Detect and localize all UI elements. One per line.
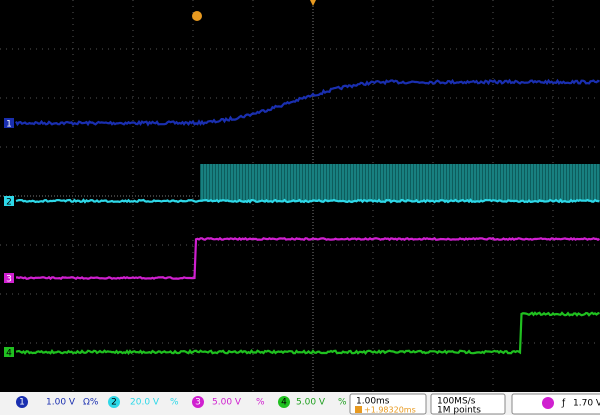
ch2-flags: % <box>170 398 179 408</box>
ch4-trace <box>15 311 600 356</box>
timebase-box[interactable]: 1.00ms +1.98320ms <box>349 393 427 415</box>
ch2-burst <box>200 164 600 201</box>
ch1-trace <box>15 78 600 127</box>
channel-settings: 1 1.00 V Ω% 2 20.0 V % 3 5.00 V % 4 5.00… <box>16 396 347 408</box>
ch1-flags: Ω% <box>83 398 99 408</box>
ch4-marker <box>4 347 14 357</box>
trigger-slope: ƒ <box>561 399 566 409</box>
ch3-scale: 5.00 V <box>212 398 242 408</box>
ch3-marker <box>4 273 14 283</box>
ch1-marker-label: 1 <box>6 120 12 130</box>
timebase: 1.00ms <box>356 397 390 407</box>
ch2-scale: 20.0 V <box>130 398 160 408</box>
ch1-scale: 1.00 V <box>46 398 76 408</box>
record-length: 1M points <box>437 406 481 415</box>
ch2-badge-label: 2 <box>111 398 117 408</box>
trigger-position-marker <box>192 11 202 21</box>
ch3-marker-label: 3 <box>6 275 12 285</box>
ch2-marker <box>4 196 14 206</box>
ch3-flags: % <box>256 398 265 408</box>
ch2-badge[interactable] <box>108 396 120 408</box>
ch-markers: 1 2 3 4 <box>4 118 14 359</box>
ch2-marker-label: 2 <box>6 198 12 208</box>
waveforms <box>15 78 600 356</box>
ch3-trace <box>15 236 600 281</box>
acquisition-frame <box>430 393 506 415</box>
ch2-trace <box>15 198 600 204</box>
ch4-marker-label: 4 <box>6 349 12 359</box>
ch3-badge[interactable] <box>192 396 204 408</box>
ch1-badge-label: 1 <box>19 398 25 408</box>
timebase-frame <box>349 393 427 415</box>
ch1-badge[interactable] <box>16 396 28 408</box>
trigger-box[interactable]: ƒ 1.70 V <box>511 393 600 415</box>
trigger-level: 1.70 V <box>573 399 600 409</box>
center-marker <box>310 0 316 6</box>
ch1-marker <box>4 118 14 128</box>
ch4-badge[interactable] <box>278 396 290 408</box>
ch4-flags: % <box>338 398 347 408</box>
trigger-frame <box>511 393 600 415</box>
ch4-scale: 5.00 V <box>296 398 326 408</box>
ch3-badge-label: 3 <box>195 398 201 408</box>
ch4-badge-label: 4 <box>281 398 287 408</box>
trigger-position: +1.98320ms <box>364 406 416 415</box>
trigger-source <box>542 397 554 409</box>
trigger-icon <box>355 406 362 413</box>
acquisition-box[interactable]: 100MS/s 1M points <box>430 393 506 415</box>
sample-rate: 100MS/s <box>437 397 476 407</box>
